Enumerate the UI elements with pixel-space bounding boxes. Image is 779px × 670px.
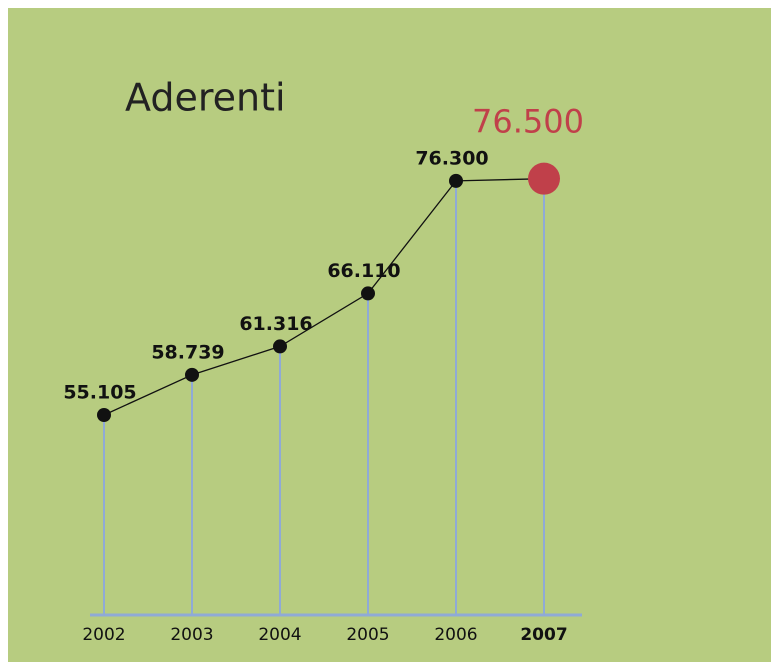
marker [97,408,111,423]
marker [449,173,463,188]
x-tick-label: 2006 [434,625,477,645]
highlight-marker [528,162,560,195]
x-tick-label: 2004 [258,625,301,645]
value-label: 66.110 [327,260,400,282]
x-tick-label: 2005 [346,625,389,645]
marker [273,339,287,354]
chart-background [8,8,771,662]
chart-title: Aderenti [125,76,286,120]
x-tick-label: 2003 [170,625,213,645]
value-label: 55.105 [63,382,136,404]
x-tick-label: 2007 [520,625,567,645]
marker [185,367,199,382]
value-label: 76.500 [472,103,584,141]
marker [361,286,375,301]
x-tick-label: 2002 [82,625,125,645]
value-label: 58.739 [151,341,224,363]
data-line [103,178,545,416]
value-label: 61.316 [239,313,312,335]
value-label: 76.300 [415,147,488,169]
